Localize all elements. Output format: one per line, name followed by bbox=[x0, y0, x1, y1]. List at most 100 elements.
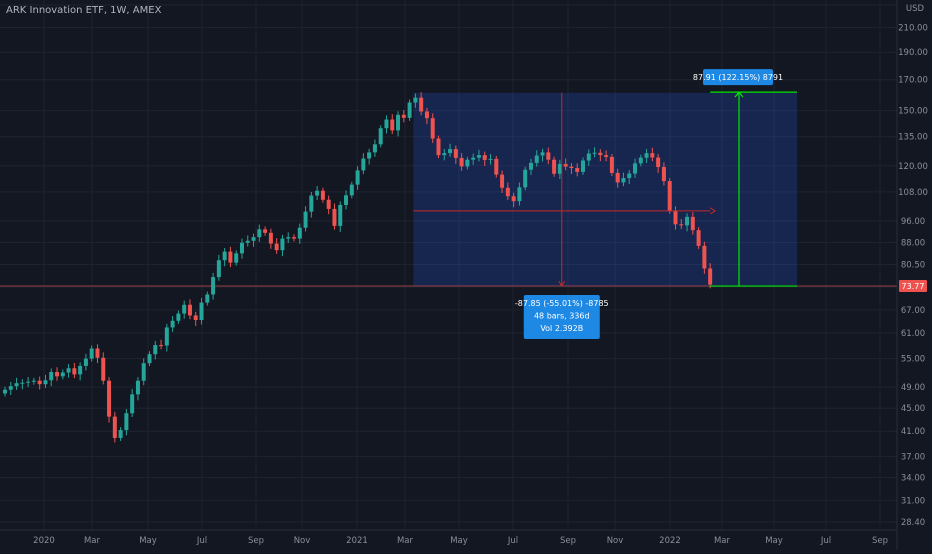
candle-body bbox=[164, 327, 169, 346]
candle-body bbox=[8, 386, 13, 390]
candle-body bbox=[372, 144, 377, 153]
candle-body bbox=[193, 315, 198, 321]
candle bbox=[401, 110, 406, 123]
candle-body bbox=[633, 163, 638, 174]
candle bbox=[159, 339, 164, 350]
measure-line3: Vol 2.392B bbox=[540, 324, 583, 333]
arrow-up-icon bbox=[734, 91, 744, 98]
candle-body bbox=[216, 260, 221, 278]
time-tick-label: 2021 bbox=[346, 536, 368, 546]
candle bbox=[378, 125, 383, 148]
candle-body bbox=[708, 268, 713, 285]
candle-body bbox=[696, 230, 701, 246]
candle-body bbox=[546, 152, 551, 160]
candle bbox=[66, 364, 71, 378]
candle-body bbox=[187, 304, 192, 316]
candle-body bbox=[581, 160, 585, 172]
candle-body bbox=[592, 152, 597, 154]
candle-body bbox=[575, 168, 580, 172]
candle bbox=[112, 411, 117, 443]
price-tick-label: 88.00 bbox=[901, 238, 925, 248]
candle-body bbox=[107, 380, 112, 417]
price-tick-label: 45.00 bbox=[901, 404, 925, 414]
candle bbox=[453, 145, 458, 164]
last-price-bg bbox=[899, 280, 927, 293]
candle-body bbox=[523, 169, 528, 188]
candle-body bbox=[101, 357, 106, 381]
candle bbox=[419, 92, 424, 116]
candle bbox=[528, 158, 533, 175]
last-price-label: 73.77 bbox=[902, 282, 925, 291]
candle bbox=[459, 153, 464, 171]
candle-body bbox=[274, 243, 279, 251]
candle-body bbox=[234, 253, 239, 263]
price-tick-label: 28.40 bbox=[901, 518, 925, 528]
candle bbox=[315, 185, 320, 201]
candle-body bbox=[552, 159, 557, 174]
candle-body bbox=[650, 153, 655, 158]
candle bbox=[627, 169, 632, 185]
candle bbox=[465, 156, 470, 170]
candle bbox=[263, 226, 268, 236]
candle bbox=[372, 139, 377, 157]
time-tick-label: Sep bbox=[872, 536, 888, 546]
measure-line2: 48 bars, 336d bbox=[534, 312, 590, 321]
candle bbox=[690, 212, 695, 235]
candle-body bbox=[55, 372, 60, 377]
candle bbox=[384, 115, 389, 134]
candle bbox=[679, 218, 684, 230]
candle bbox=[20, 379, 25, 390]
candle bbox=[644, 148, 649, 163]
target-box-bg bbox=[703, 69, 773, 86]
time-tick-label: 2020 bbox=[33, 536, 55, 546]
price-tick-label: 37.00 bbox=[901, 453, 925, 463]
candle bbox=[511, 192, 516, 208]
candle-body bbox=[66, 368, 71, 373]
candle-body bbox=[644, 153, 649, 158]
candle bbox=[476, 149, 481, 162]
candle bbox=[141, 358, 146, 386]
measure-area bbox=[413, 92, 797, 287]
price-tick-label: 49.00 bbox=[901, 383, 925, 393]
candle bbox=[581, 157, 585, 175]
candle bbox=[268, 228, 273, 249]
candle bbox=[505, 182, 510, 200]
candle-body bbox=[20, 382, 25, 384]
candle bbox=[702, 241, 707, 274]
price-tick-label: 108.00 bbox=[898, 188, 928, 198]
price-tick-label: 41.00 bbox=[901, 427, 925, 437]
candle bbox=[187, 299, 192, 320]
candle-body bbox=[286, 237, 291, 239]
price-tick-label: 67.00 bbox=[901, 306, 925, 316]
candle-body bbox=[355, 170, 360, 185]
time-tick-label: Nov bbox=[607, 536, 624, 546]
candle bbox=[546, 147, 551, 165]
candle bbox=[638, 154, 643, 167]
candle bbox=[297, 223, 302, 244]
candle bbox=[656, 153, 661, 174]
candle-body bbox=[83, 358, 88, 366]
drawing-tools[interactable]: -87.85 (-55.01%) -8785 48 bars, 336d Vol 2… bbox=[413, 69, 797, 340]
candle bbox=[83, 353, 88, 371]
candle-body bbox=[257, 229, 262, 238]
candle bbox=[332, 203, 337, 230]
candle-body bbox=[621, 178, 626, 183]
candle-body bbox=[436, 138, 441, 156]
candle bbox=[615, 168, 620, 188]
candle bbox=[257, 224, 262, 242]
price-tick-label: 210.00 bbox=[898, 23, 928, 33]
candle-body bbox=[407, 102, 412, 118]
target-label-box: 87.91 (122.15%) 8791 bbox=[693, 69, 783, 86]
candle-body bbox=[141, 363, 146, 381]
candle bbox=[575, 163, 580, 177]
candle bbox=[552, 156, 557, 177]
candle bbox=[37, 376, 42, 390]
candle-body bbox=[540, 152, 545, 156]
candle-body bbox=[292, 237, 296, 239]
candle bbox=[170, 316, 175, 332]
candle bbox=[8, 382, 13, 395]
candle-body bbox=[280, 238, 285, 251]
time-tick-label: Jul bbox=[196, 536, 207, 546]
